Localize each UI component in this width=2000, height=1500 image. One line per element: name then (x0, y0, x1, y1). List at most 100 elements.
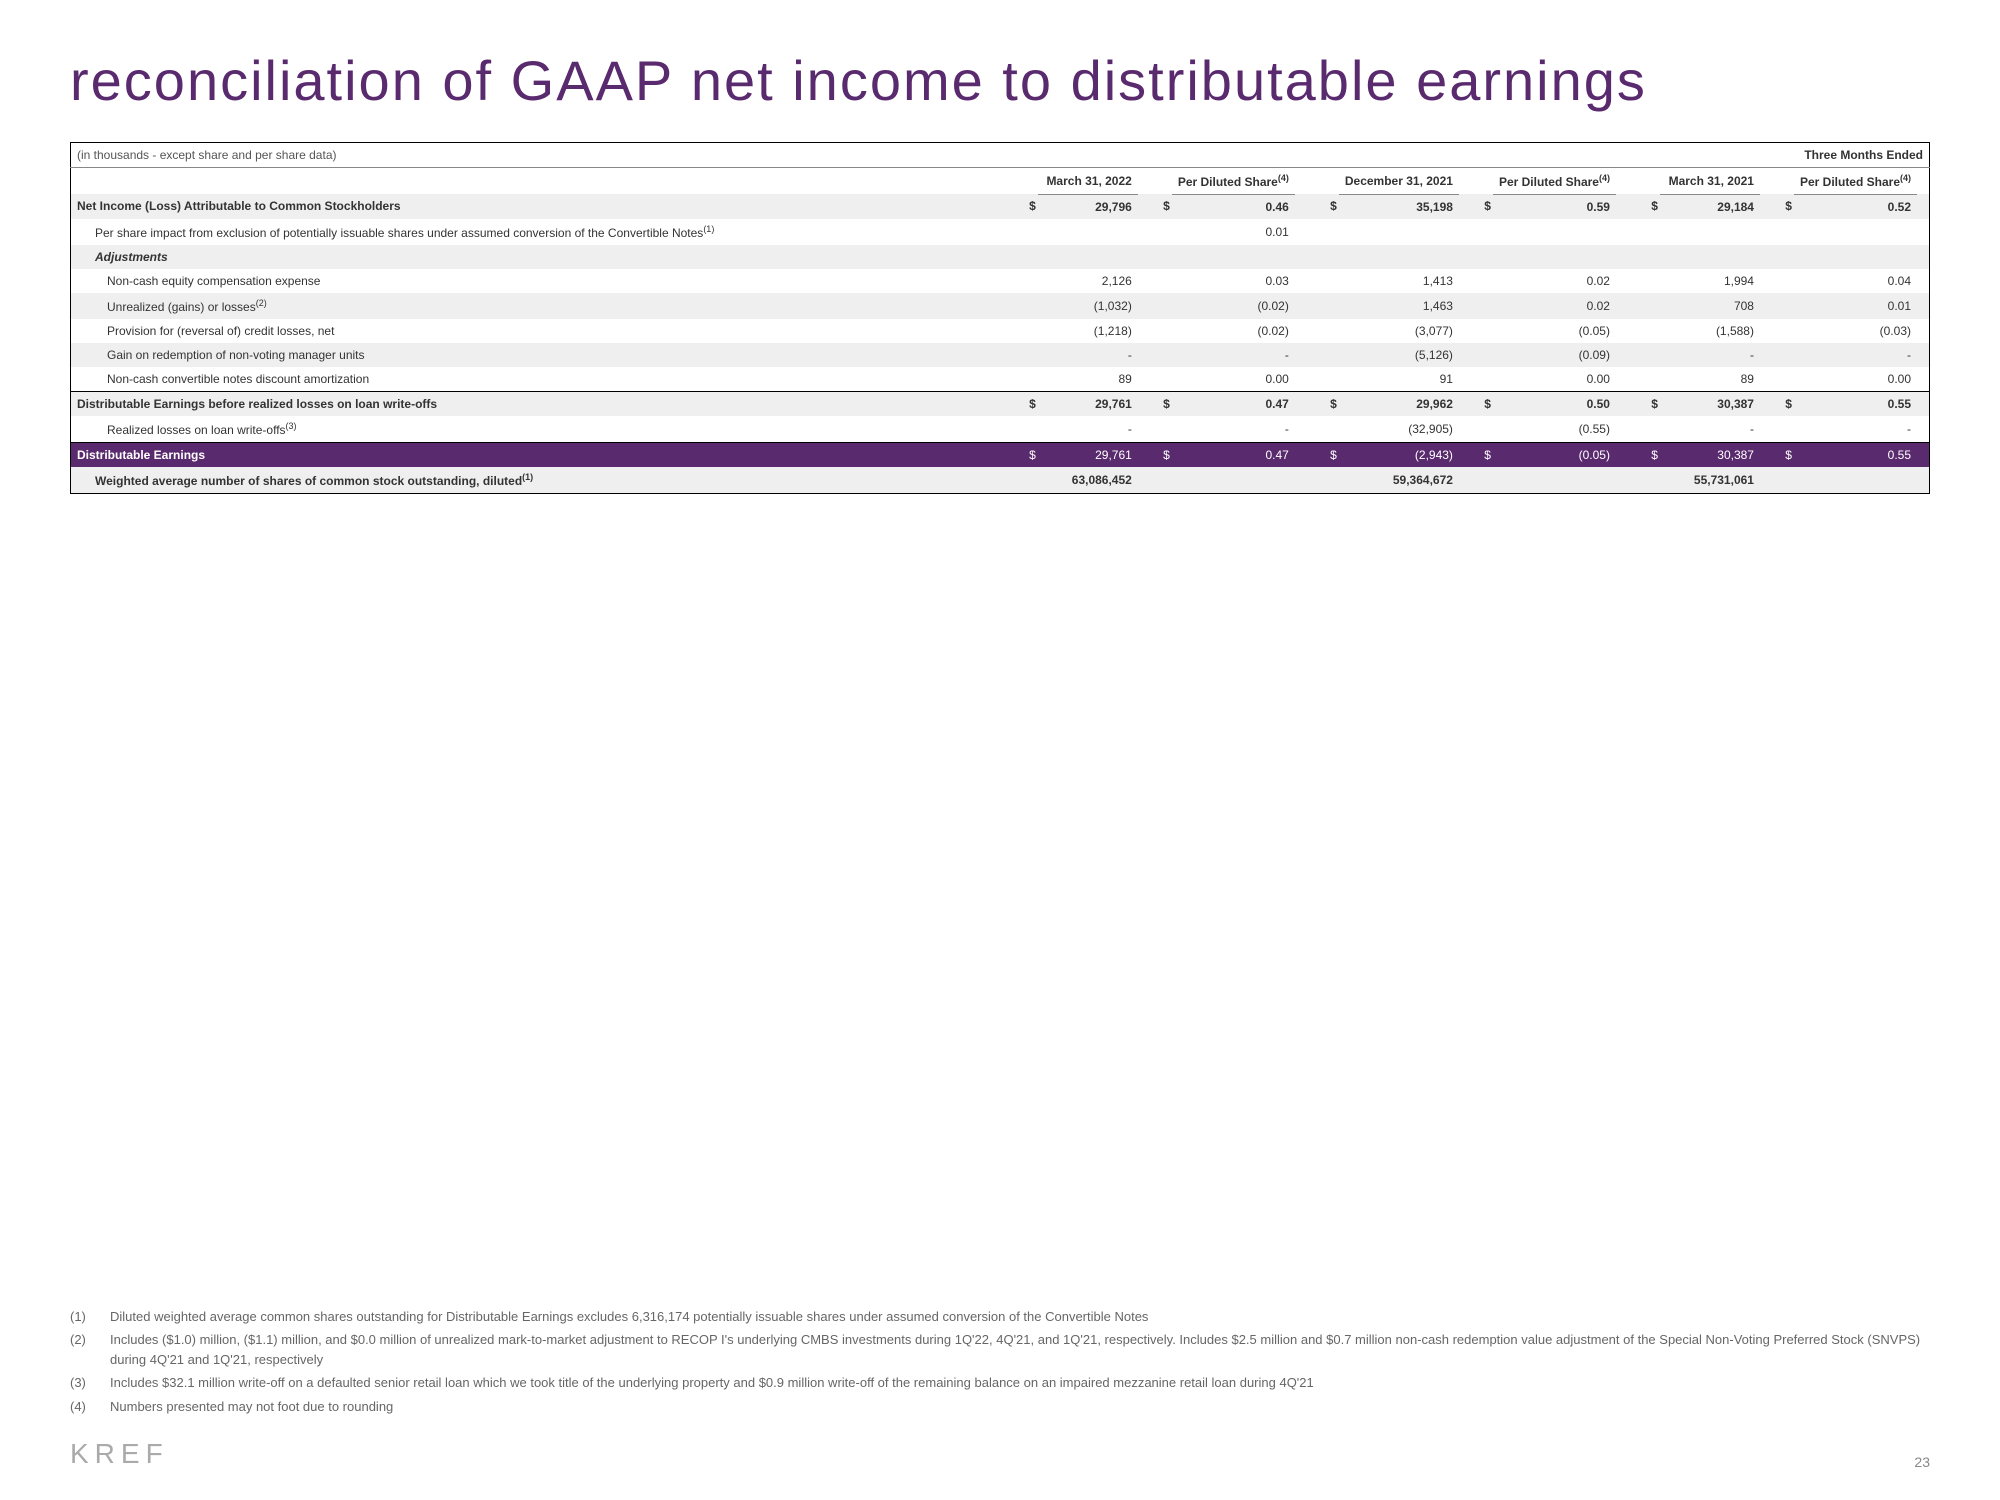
table-row: Per share impact from exclusion of poten… (71, 219, 1930, 245)
page-title: reconciliation of GAAP net income to dis… (70, 50, 1930, 112)
cell-value: (0.05) (1493, 442, 1616, 467)
cell-value: (0.55) (1493, 416, 1616, 443)
pds-header-3: Per Diluted Share(4) (1794, 167, 1917, 194)
cell-value: - (1038, 416, 1138, 443)
cell-value: 89 (1660, 367, 1760, 392)
row-label: Unrealized (gains) or losses(2) (71, 293, 1018, 319)
cell-value: 0.03 (1172, 269, 1295, 293)
row-label: Realized losses on loan write-offs(3) (71, 416, 1018, 443)
cell-value: (1,032) (1038, 293, 1138, 319)
cell-value: 0.01 (1794, 293, 1917, 319)
cell-value: 29,184 (1660, 194, 1760, 219)
cell-value (1493, 245, 1616, 269)
cell-value (1172, 467, 1295, 494)
company-logo: KREF (70, 1438, 169, 1470)
cell-value: 0.00 (1172, 367, 1295, 392)
cell-value: (32,905) (1339, 416, 1459, 443)
page-number: 23 (1914, 1454, 1930, 1470)
pds-header-2: Per Diluted Share(4) (1493, 167, 1616, 194)
cell-value: 0.55 (1794, 391, 1917, 416)
cell-value: 0.46 (1172, 194, 1295, 219)
cell-value: 0.59 (1493, 194, 1616, 219)
period-header-1: March 31, 2022 (1038, 167, 1138, 194)
cell-value: 55,731,061 (1660, 467, 1760, 494)
row-label: Provision for (reversal of) credit losse… (71, 319, 1018, 343)
table-caption: (in thousands - except share and per sha… (71, 142, 1018, 167)
cell-value (1794, 219, 1917, 245)
cell-value: - (1172, 416, 1295, 443)
cell-value: - (1660, 416, 1760, 443)
cell-value (1038, 219, 1138, 245)
cell-value: 0.47 (1172, 391, 1295, 416)
table-row: Non-cash convertible notes discount amor… (71, 367, 1930, 392)
cell-value (1493, 467, 1616, 494)
row-label: Per share impact from exclusion of poten… (71, 219, 1018, 245)
row-label: Non-cash equity compensation expense (71, 269, 1018, 293)
table-row: Provision for (reversal of) credit losse… (71, 319, 1930, 343)
cell-value: 89 (1038, 367, 1138, 392)
table-row: Gain on redemption of non-voting manager… (71, 343, 1930, 367)
table-row: Distributable Earnings before realized l… (71, 391, 1930, 416)
cell-value: 0.50 (1493, 391, 1616, 416)
cell-value: 708 (1660, 293, 1760, 319)
cell-value: - (1794, 343, 1917, 367)
reconciliation-table: (in thousands - except share and per sha… (70, 142, 1930, 494)
footnote: (3)Includes $32.1 million write-off on a… (70, 1373, 1930, 1393)
cell-value (1172, 245, 1295, 269)
cell-value: 0.52 (1794, 194, 1917, 219)
cell-value: 2,126 (1038, 269, 1138, 293)
row-label: Gain on redemption of non-voting manager… (71, 343, 1018, 367)
cell-value: 59,364,672 (1339, 467, 1459, 494)
cell-value: 30,387 (1660, 391, 1760, 416)
row-label: Distributable Earnings (71, 442, 1018, 467)
cell-value: 0.00 (1794, 367, 1917, 392)
cell-value: 0.47 (1172, 442, 1295, 467)
cell-value: (0.02) (1172, 293, 1295, 319)
cell-value: 0.04 (1794, 269, 1917, 293)
footnote: (4)Numbers presented may not foot due to… (70, 1397, 1930, 1417)
cell-value: 0.01 (1172, 219, 1295, 245)
table-row: Weighted average number of shares of com… (71, 467, 1930, 494)
cell-value: 1,463 (1339, 293, 1459, 319)
footnote: (1)Diluted weighted average common share… (70, 1307, 1930, 1327)
cell-value: 0.55 (1794, 442, 1917, 467)
row-label: Distributable Earnings before realized l… (71, 391, 1018, 416)
pds-header-1: Per Diluted Share(4) (1172, 167, 1295, 194)
cell-value (1660, 219, 1760, 245)
cell-value: (1,588) (1660, 319, 1760, 343)
cell-value (1794, 245, 1917, 269)
cell-value: 29,796 (1038, 194, 1138, 219)
cell-value: (3,077) (1339, 319, 1459, 343)
cell-value (1038, 245, 1138, 269)
cell-value: 30,387 (1660, 442, 1760, 467)
table-row: Distributable Earnings$29,761$0.47$(2,94… (71, 442, 1930, 467)
cell-value: 35,198 (1339, 194, 1459, 219)
footnote: (2)Includes ($1.0) million, ($1.1) milli… (70, 1330, 1930, 1369)
cell-value: - (1038, 343, 1138, 367)
row-label: Weighted average number of shares of com… (71, 467, 1018, 494)
cell-value: 63,086,452 (1038, 467, 1138, 494)
cell-value: 29,962 (1339, 391, 1459, 416)
cell-value: 29,761 (1038, 391, 1138, 416)
period-header-2: December 31, 2021 (1339, 167, 1459, 194)
row-label: Non-cash convertible notes discount amor… (71, 367, 1018, 392)
cell-value (1339, 219, 1459, 245)
cell-value (1794, 467, 1917, 494)
table-row: Net Income (Loss) Attributable to Common… (71, 194, 1930, 219)
three-months-header: Three Months Ended (1018, 142, 1930, 167)
cell-value: (0.02) (1172, 319, 1295, 343)
cell-value: (2,943) (1339, 442, 1459, 467)
cell-value: 1,994 (1660, 269, 1760, 293)
cell-value: - (1172, 343, 1295, 367)
cell-value: - (1794, 416, 1917, 443)
cell-value (1339, 245, 1459, 269)
cell-value: 29,761 (1038, 442, 1138, 467)
period-header-3: March 31, 2021 (1660, 167, 1760, 194)
table-row: Realized losses on loan write-offs(3)--(… (71, 416, 1930, 443)
row-label: Adjustments (71, 245, 1018, 269)
cell-value: (0.09) (1493, 343, 1616, 367)
cell-value (1660, 245, 1760, 269)
cell-value: (0.05) (1493, 319, 1616, 343)
cell-value: 0.02 (1493, 269, 1616, 293)
cell-value: - (1660, 343, 1760, 367)
